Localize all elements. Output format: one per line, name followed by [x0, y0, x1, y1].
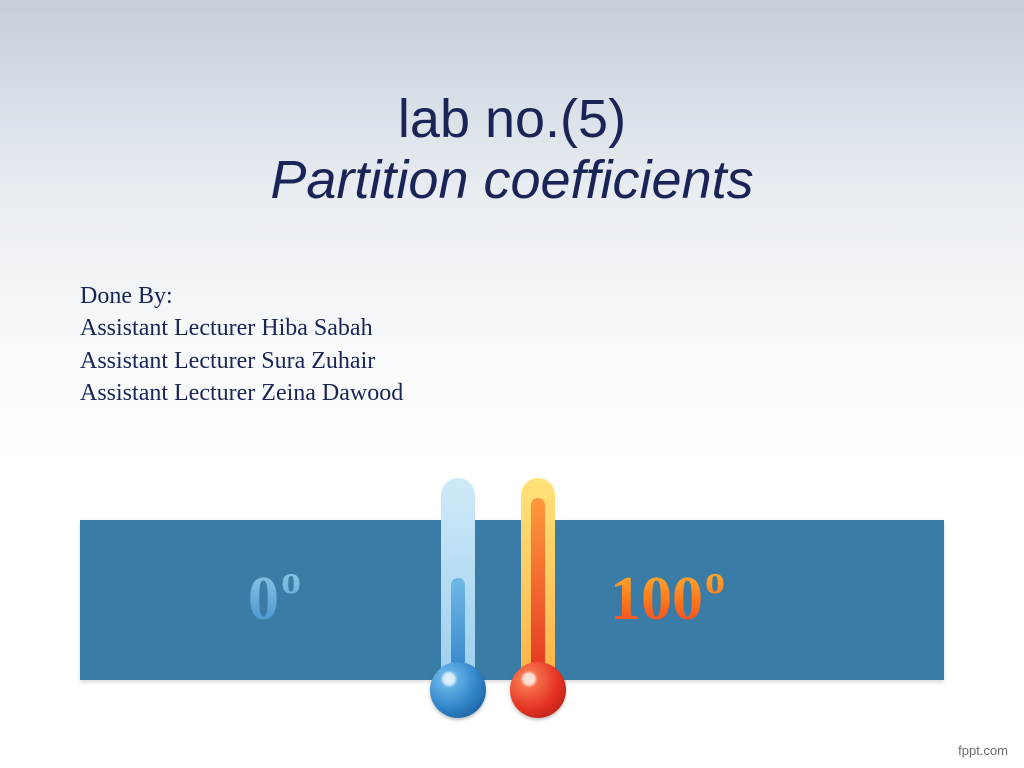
- author-line: Assistant Lecturer Hiba Sabah: [80, 312, 403, 344]
- hot-temperature-label: 100o: [610, 556, 725, 635]
- title-line-2: Partition coefficients: [0, 149, 1024, 211]
- authors-heading: Done By:: [80, 280, 403, 312]
- hot-temperature-value: 100: [610, 565, 703, 633]
- title-line-1: lab no.(5): [0, 90, 1024, 149]
- degree-symbol: o: [705, 557, 725, 602]
- thermometer-fill: [531, 498, 545, 688]
- author-line: Assistant Lecturer Zeina Dawood: [80, 377, 403, 409]
- attribution-text: fppt.com: [958, 743, 1008, 758]
- slide: lab no.(5) Partition coefficients Done B…: [0, 0, 1024, 768]
- authors-block: Done By: Assistant Lecturer Hiba Sabah A…: [80, 280, 403, 410]
- temperature-banner: [80, 520, 944, 680]
- cold-temperature-label: 0o: [248, 556, 301, 635]
- cold-temperature-value: 0: [248, 565, 279, 633]
- degree-symbol: o: [281, 557, 301, 602]
- author-line: Assistant Lecturer Sura Zuhair: [80, 345, 403, 377]
- thermometer-bulb: [430, 662, 486, 718]
- title-block: lab no.(5) Partition coefficients: [0, 90, 1024, 211]
- thermometer-bulb: [510, 662, 566, 718]
